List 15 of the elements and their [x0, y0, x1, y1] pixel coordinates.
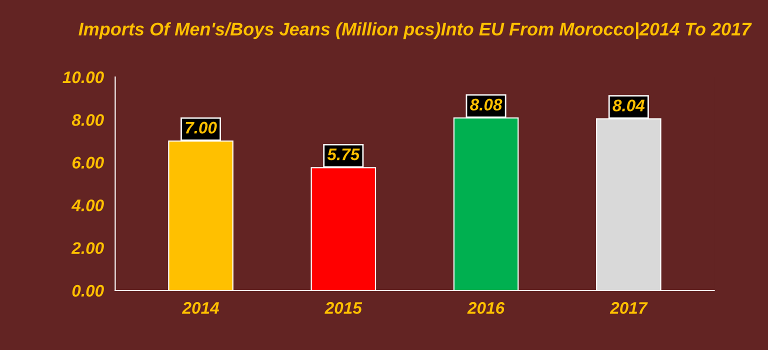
data-label: 8.08: [470, 98, 502, 111]
y-tick-label: 2.00: [71, 242, 104, 254]
y-tick-label: 10.00: [62, 71, 104, 84]
y-tick-label: 6.00: [72, 156, 104, 169]
x-tick-label: 2016: [467, 302, 505, 314]
data-label: 8.04: [612, 100, 645, 112]
x-tick-label: 2015: [324, 302, 362, 314]
y-tick-label: 4.00: [71, 200, 104, 212]
data-label: 7.00: [186, 122, 217, 134]
y-tick-label: 8.00: [72, 114, 104, 126]
chart-title: Imports Of Men's/Boys Jeans (Million pcs)Into EU From Morocco|2014 To 2017: [78, 22, 752, 40]
y-tick-label: 0.00: [72, 284, 104, 297]
x-tick-label: 2017: [610, 302, 648, 314]
x-tick-label: 2014: [182, 302, 220, 314]
data-label: 5.75: [327, 148, 360, 160]
